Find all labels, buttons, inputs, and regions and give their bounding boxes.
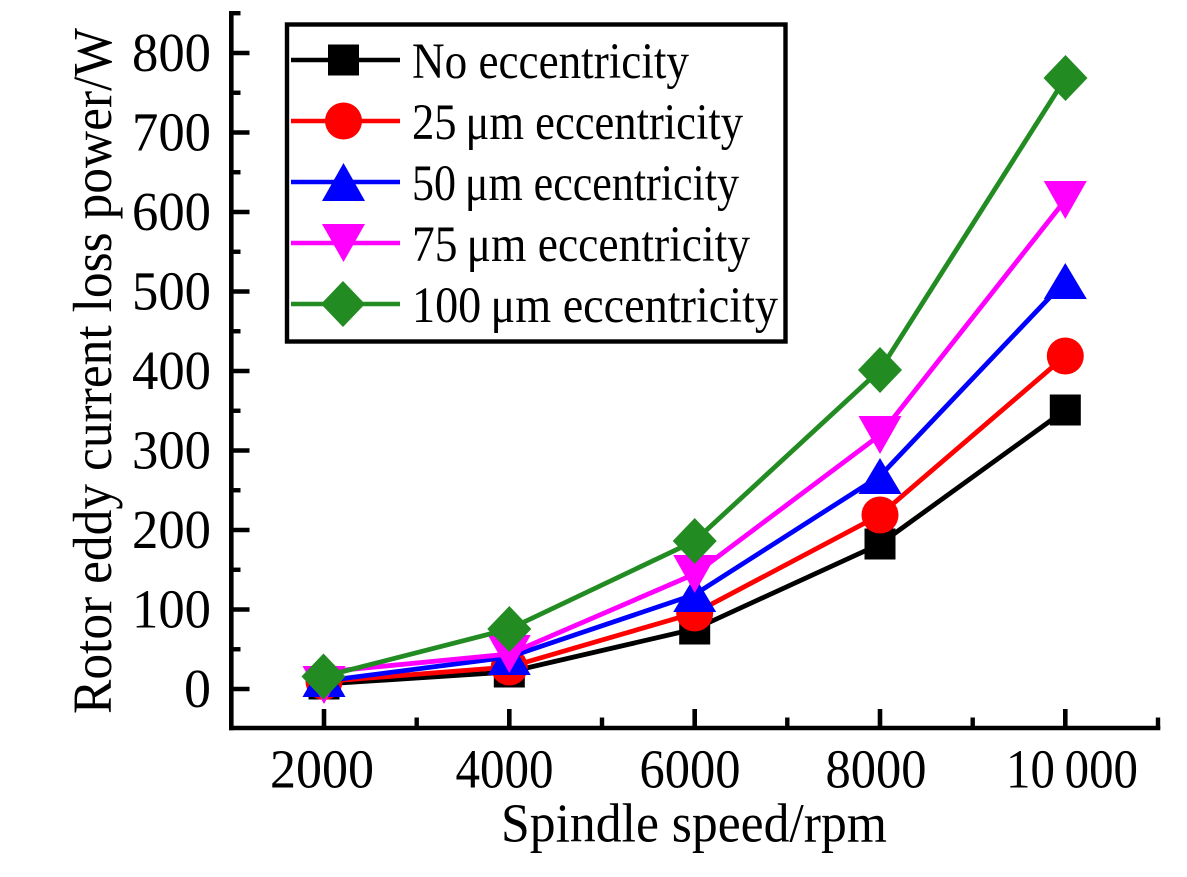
svg-text:100 μm eccentricity: 100 μm eccentricity [412, 278, 778, 334]
svg-text:700: 700 [132, 102, 211, 163]
svg-text:400: 400 [132, 340, 211, 401]
svg-text:6000: 6000 [640, 739, 741, 800]
svg-text:Spindle speed/rpm: Spindle speed/rpm [501, 793, 887, 854]
svg-text:300: 300 [132, 420, 211, 481]
svg-text:25 μm eccentricity: 25 μm eccentricity [412, 95, 743, 151]
svg-text:4000: 4000 [456, 739, 554, 800]
svg-text:8000: 8000 [826, 739, 927, 800]
svg-text:Rotor eddy current loss power/: Rotor eddy current loss power/W [62, 28, 123, 714]
svg-text:200: 200 [132, 499, 211, 560]
svg-text:800: 800 [132, 22, 211, 83]
svg-text:50 μm eccentricity: 50 μm eccentricity [412, 156, 739, 212]
svg-text:100: 100 [132, 579, 211, 640]
svg-text:No eccentricity: No eccentricity [412, 34, 689, 90]
svg-text:2000: 2000 [270, 739, 374, 800]
svg-text:10 000: 10 000 [1006, 739, 1138, 800]
svg-text:75 μm eccentricity: 75 μm eccentricity [412, 217, 750, 273]
svg-text:0: 0 [184, 658, 211, 719]
svg-text:600: 600 [132, 181, 211, 242]
svg-text:500: 500 [132, 261, 211, 322]
